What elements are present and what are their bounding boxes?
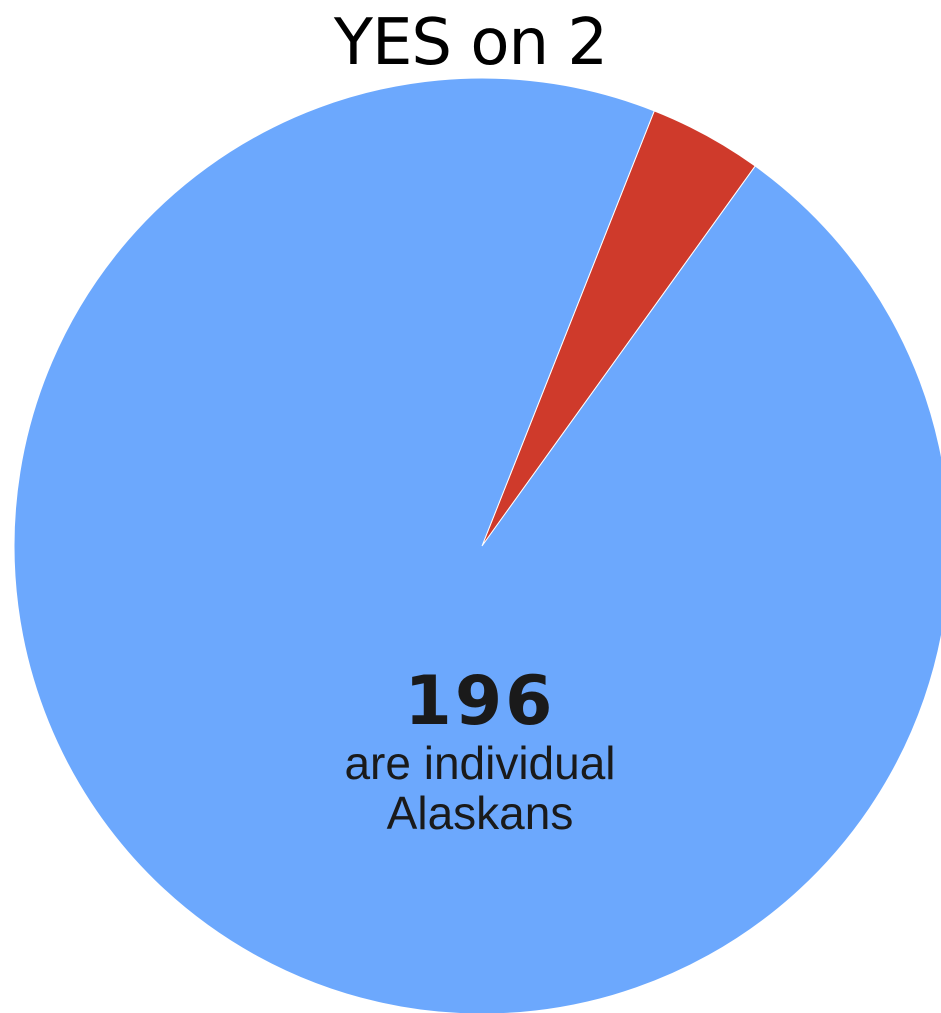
callout-label-line2: Alaskans xyxy=(386,787,574,839)
callout-label-line1: are individual xyxy=(344,737,616,789)
chart-title: YES on 2 xyxy=(333,6,608,80)
pie-slices xyxy=(13,77,941,1013)
slice-callout: 196 are individual Alaskans xyxy=(270,662,690,839)
callout-value: 196 xyxy=(404,662,556,741)
pie-slice-individual-alaskans xyxy=(13,77,941,1013)
